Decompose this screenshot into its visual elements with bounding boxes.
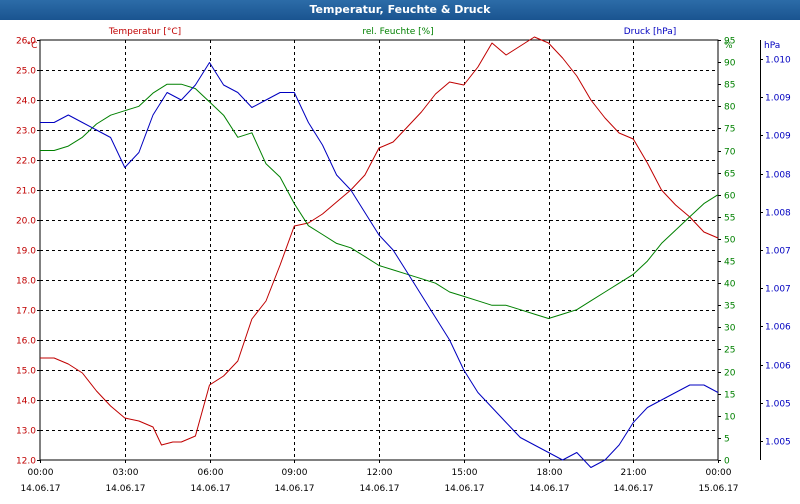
y-right1-tick: 95 <box>724 37 735 47</box>
y-left-tick: 23.0 <box>16 127 36 137</box>
x-tick-time: 18:00 <box>537 468 563 478</box>
y-right2-unit: hPa <box>764 41 780 51</box>
y-right2-tick: 1.009 <box>765 132 791 142</box>
y-left-tick: 24.0 <box>16 97 36 107</box>
chart-frame: 00:00 14.06.17 03:00 14.06.17 06:00 14.06.17 0… <box>0 20 800 500</box>
axes <box>37 39 763 463</box>
grid-lines <box>40 40 718 460</box>
y-left-tick: 17.0 <box>16 307 36 317</box>
y-right1-tick: 5 <box>724 435 730 445</box>
x-tick-time: 12:00 <box>367 468 393 478</box>
y-left-tick: 13.0 <box>16 427 36 437</box>
legend-pressure: Druck [hPa] <box>624 27 677 37</box>
x-tick-date: 14.06.17 <box>529 484 569 494</box>
y-right2-tick: 1.010 <box>765 56 791 66</box>
y-right1-tick: 40 <box>724 280 736 290</box>
y-right1-tick: 60 <box>724 192 736 202</box>
chart-svg: 00:00 14.06.17 03:00 14.06.17 06:00 14.06.17 0… <box>16 27 791 494</box>
y-left-tick: 25.0 <box>16 67 36 77</box>
y-right1-tick: 50 <box>724 236 736 246</box>
y-left-tick: 16.0 <box>16 337 36 347</box>
y-left-tick: 12.0 <box>16 457 36 467</box>
y-left-tick: 26.0 <box>16 37 36 47</box>
y-right1-tick: 80 <box>724 103 736 113</box>
y-left-tick: 14.0 <box>16 397 36 407</box>
y-left-tick: 15.0 <box>16 367 36 377</box>
x-tick-date: 14.06.17 <box>105 484 145 494</box>
x-tick-date: 15.06.17 <box>698 484 738 494</box>
y-right2-tick: 1.006 <box>765 362 791 372</box>
series-line-pressure <box>40 62 719 468</box>
y-right2-tick: 1.006 <box>765 323 791 333</box>
y-left-tick: 18.0 <box>16 277 36 287</box>
x-tick-time: 15:00 <box>452 468 478 478</box>
series-line-humidity <box>40 83 719 319</box>
y-left-tick: 20.0 <box>16 217 36 227</box>
y-left-tick: 19.0 <box>16 247 36 257</box>
y-right1-tick: 70 <box>724 148 736 158</box>
y-right1-tick: 75 <box>724 125 735 135</box>
y-left-unit: °C <box>27 41 38 51</box>
y-right1-tick: 35 <box>724 302 735 312</box>
y-right1-tick: 0 <box>724 457 730 467</box>
y-right1-tick: 30 <box>724 324 736 334</box>
y-right2-tick: 1.009 <box>765 94 791 104</box>
series-line-temperature <box>40 36 719 446</box>
x-tick-date: 14.06.17 <box>190 484 230 494</box>
x-tick-time: 00:00 <box>706 468 732 478</box>
y-left-tick: 21.0 <box>16 187 36 197</box>
y-right2-tick: 1.005 <box>765 438 791 448</box>
x-tick-date: 14.06.17 <box>359 484 399 494</box>
x-tick-time: 00:00 <box>28 468 54 478</box>
y-right1-tick: 15 <box>724 391 735 401</box>
x-tick-time: 21:00 <box>621 468 647 478</box>
x-tick-time: 09:00 <box>282 468 308 478</box>
x-tick-date: 14.06.17 <box>20 484 60 494</box>
y-right1-tick: 25 <box>724 346 735 356</box>
y-right1-tick: 85 <box>724 81 735 91</box>
legend-temperature: Temperatur [°C] <box>108 27 181 37</box>
y-left-tick: 22.0 <box>16 157 36 167</box>
axis-labels: 00:00 14.06.17 03:00 14.06.17 06:00 14.06.17 0… <box>16 27 791 494</box>
y-right1-unit: % <box>724 41 733 51</box>
y-right2-tick: 1.008 <box>765 209 791 219</box>
y-right2-tick: 1.007 <box>765 247 791 257</box>
y-right1-tick: 45 <box>724 258 735 268</box>
x-tick-date: 14.06.17 <box>444 484 484 494</box>
y-right1-tick: 55 <box>724 214 735 224</box>
y-right1-tick: 90 <box>724 59 736 69</box>
legend-humidity: rel. Feuchte [%] <box>362 27 433 37</box>
y-right1-tick: 10 <box>724 413 736 423</box>
y-right2-tick: 1.007 <box>765 285 791 295</box>
window-title: Temperatur, Feuchte & Druck <box>0 0 800 20</box>
x-tick-time: 06:00 <box>198 468 224 478</box>
series-lines <box>40 36 719 468</box>
y-right1-tick: 65 <box>724 170 735 180</box>
x-tick-time: 03:00 <box>113 468 139 478</box>
x-tick-date: 14.06.17 <box>613 484 653 494</box>
x-tick-date: 14.06.17 <box>274 484 314 494</box>
y-right1-tick: 20 <box>724 369 736 379</box>
y-right2-tick: 1.005 <box>765 400 791 410</box>
y-right2-tick: 1.008 <box>765 171 791 181</box>
